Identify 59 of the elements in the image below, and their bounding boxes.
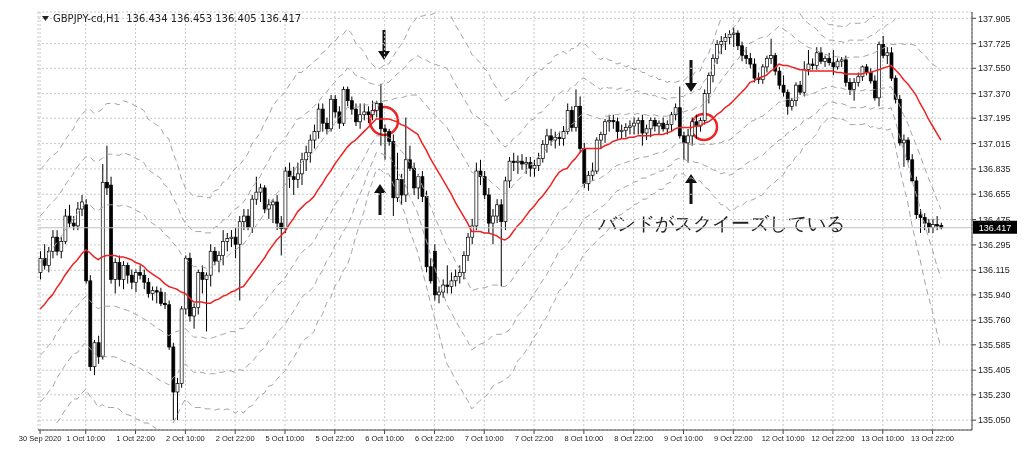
y-tick-label: 137.905 [978, 13, 1011, 24]
candlestick [320, 102, 325, 133]
candlestick [632, 117, 636, 135]
candlestick [138, 264, 142, 280]
candlestick [117, 254, 122, 287]
candlestick [441, 278, 446, 299]
y-tick-label: 135.585 [978, 340, 1011, 351]
annotation: バンドがスクイーズしている [597, 212, 845, 234]
candlestick [823, 55, 827, 68]
ref-line-label: 136.417 [978, 223, 1012, 234]
candlestick [129, 269, 134, 290]
y-tick-label: 136.835 [978, 164, 1011, 175]
candlestick [370, 100, 375, 121]
candlestick [121, 260, 126, 290]
y-tick-label: 137.015 [978, 138, 1011, 149]
candlestick [565, 102, 570, 135]
candlestick [134, 269, 138, 293]
y-tick-label: 136.655 [978, 189, 1011, 200]
y-tick-label: 135.230 [978, 390, 1011, 401]
y-tick-label: 135.940 [978, 290, 1011, 301]
candlestick [55, 229, 59, 256]
candlestick [603, 118, 607, 144]
candlestick [142, 269, 147, 290]
candlestick [358, 102, 362, 130]
candlestick [569, 105, 574, 133]
candlestick [300, 152, 304, 186]
candlestick [628, 119, 632, 135]
candlestick [615, 117, 620, 140]
candlestick [935, 215, 939, 231]
candlestick [42, 243, 47, 271]
y-tick-label: 135.050 [978, 415, 1011, 426]
candlestick [445, 264, 450, 294]
candlestick [291, 166, 296, 196]
candlestick [208, 243, 213, 287]
y-tick-label: 137.725 [978, 38, 1011, 49]
candlestick [931, 218, 935, 234]
y-tick-label: 136.295 [978, 240, 1011, 251]
chart-title: GBPJPY-cd,H1 136.434 136.453 136.405 136.417 [53, 13, 302, 24]
candlestick [549, 128, 553, 147]
y-tick-label: 136.115 [978, 265, 1010, 276]
y-tick-label: 135.760 [978, 315, 1011, 326]
candlestick [520, 153, 524, 171]
candlestick [271, 198, 275, 224]
y-tick-label: 137.195 [978, 113, 1011, 124]
candlestick [354, 102, 358, 127]
candlestick [275, 194, 279, 231]
candlestick [653, 117, 657, 133]
candlestick [516, 155, 520, 175]
y-tick-label: 135.405 [978, 365, 1011, 376]
candlestick [802, 60, 807, 97]
candlestick [640, 114, 645, 147]
y-tick-label: 137.370 [978, 88, 1011, 99]
candlestick [125, 262, 130, 285]
candlestick [657, 119, 661, 135]
candlestick [694, 114, 699, 140]
candlestick [852, 77, 856, 102]
candlestick [159, 287, 163, 307]
candlestick [785, 88, 790, 116]
y-tick-label: 137.550 [978, 63, 1011, 74]
